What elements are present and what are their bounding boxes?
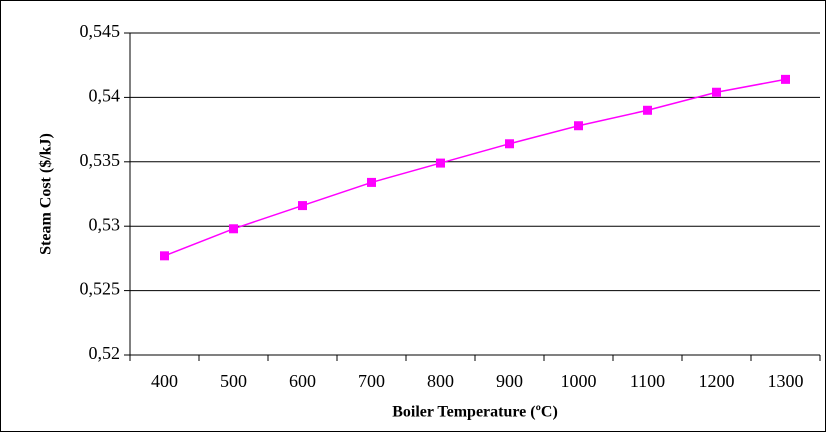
x-tick-label: 1100 — [630, 371, 665, 391]
x-tick-label: 400 — [151, 371, 178, 391]
x-tick-label: 700 — [358, 371, 385, 391]
x-tick-label: 1300 — [768, 371, 804, 391]
y-tick-label: 0,545 — [80, 21, 121, 41]
x-tick-label: 500 — [220, 371, 247, 391]
y-tick-label: 0,52 — [89, 343, 121, 363]
data-point — [712, 87, 721, 97]
x-tick-label: 1000 — [561, 371, 597, 391]
y-tick-label: 0,535 — [80, 150, 121, 170]
data-point — [436, 158, 445, 168]
y-axis-title: Steam Cost ($/kJ) — [38, 133, 55, 255]
x-tick-label: 600 — [289, 371, 316, 391]
data-point — [229, 224, 238, 234]
data-point — [160, 251, 169, 261]
x-tick-label: 900 — [496, 371, 523, 391]
y-tick-label: 0,525 — [80, 279, 121, 299]
data-point — [781, 74, 790, 84]
x-axis-title: Boiler Temperature (ºC) — [392, 404, 558, 421]
data-point — [298, 201, 307, 211]
y-tick-label: 0,53 — [89, 214, 121, 234]
x-tick-label: 800 — [427, 371, 454, 391]
x-tick-label: 1200 — [699, 371, 735, 391]
y-tick-label: 0,54 — [89, 86, 121, 106]
data-point — [367, 177, 376, 187]
data-point — [505, 139, 514, 149]
data-point — [574, 121, 583, 131]
series-line — [164, 78, 786, 257]
data-point — [643, 105, 652, 115]
